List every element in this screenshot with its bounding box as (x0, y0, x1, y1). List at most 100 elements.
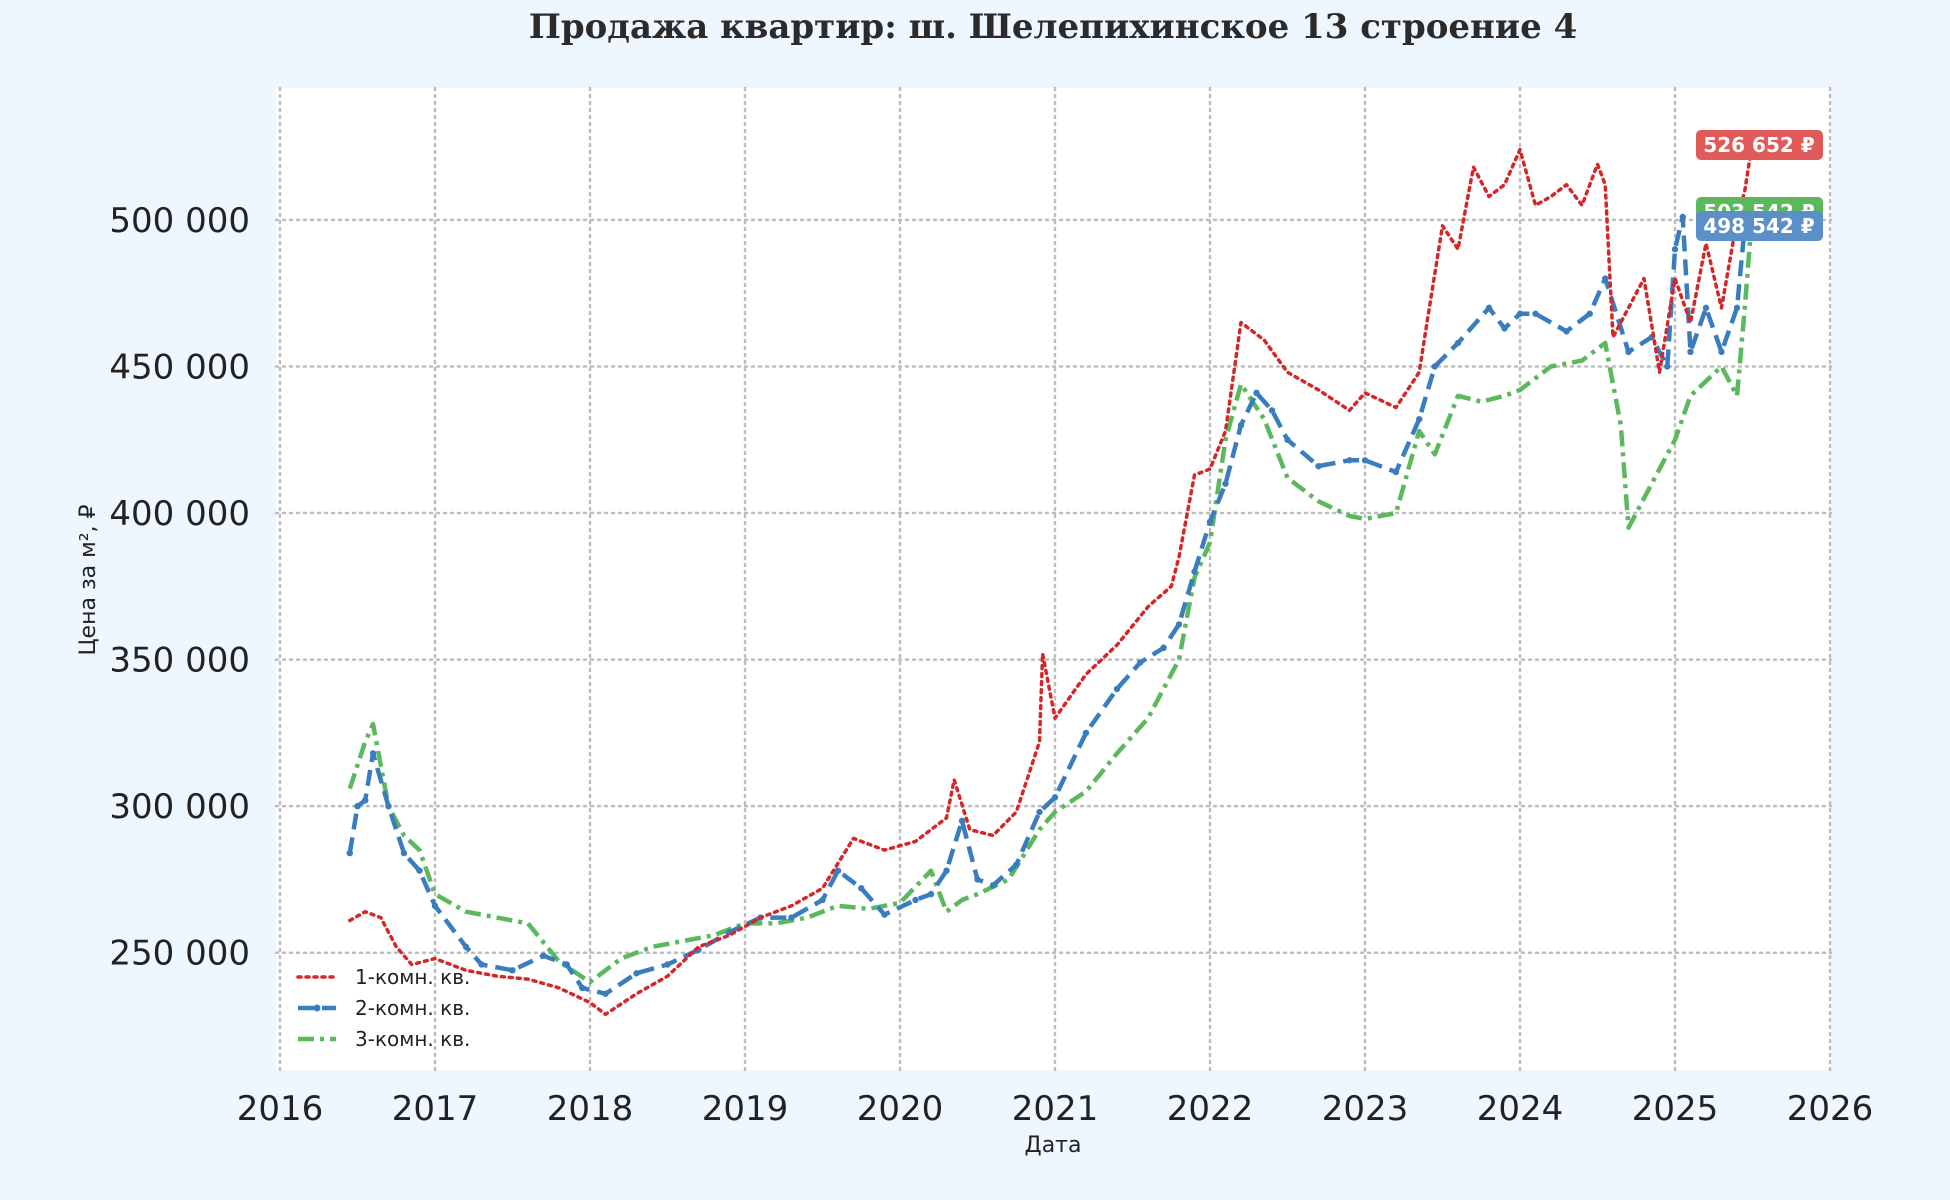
end-value-badge: 526 652 ₽ (1696, 130, 1823, 160)
series-point (1253, 389, 1260, 397)
series-point (563, 961, 570, 968)
x-tick-label: 2017 (392, 1089, 479, 1129)
series-point (462, 943, 470, 951)
series-point (478, 961, 485, 968)
y-tick-label: 350 000 (109, 641, 250, 681)
series-point (1718, 348, 1725, 356)
legend-item: 1-комн. кв. (296, 965, 470, 989)
series-point (1733, 304, 1741, 312)
series-point (1160, 644, 1167, 652)
series-point (1687, 348, 1694, 356)
series-point (1013, 861, 1020, 869)
legend-marker (313, 1004, 321, 1012)
series-point (1454, 339, 1462, 347)
series-point (1237, 421, 1245, 429)
x-tick-label: 2025 (1632, 1089, 1719, 1129)
series-point (416, 867, 423, 874)
series-point (509, 967, 516, 974)
series-point (1431, 363, 1438, 370)
x-tick-label: 2024 (1477, 1089, 1564, 1129)
legend-label: 2-комн. кв. (355, 996, 470, 1020)
series-point (1501, 325, 1508, 332)
series-point (1082, 729, 1090, 737)
legend-item: 3-комн. кв. (298, 1027, 470, 1051)
legend-label: 1-комн. кв. (355, 965, 470, 989)
y-tick-label: 500 000 (109, 201, 250, 241)
chart-title: Продажа квартир: ш. Шелепихинское 13 стр… (529, 7, 1578, 47)
legend-label: 3-комн. кв. (355, 1027, 470, 1051)
series-point (974, 876, 981, 883)
series-point (1392, 468, 1400, 476)
series-point (1268, 407, 1276, 414)
badge-label: 526 652 ₽ (1703, 133, 1814, 157)
series-point (1625, 348, 1632, 356)
series-point (400, 849, 408, 857)
series-point (1602, 275, 1609, 282)
grid (274, 86, 1833, 1072)
x-tick-label: 2022 (1167, 1089, 1254, 1129)
x-axis-label: Дата (1025, 1133, 1082, 1158)
y-tick-label: 250 000 (109, 934, 250, 974)
y-axis-ticks: 250 000 300 000 350 000 400 000 450 000 500 0… (109, 201, 250, 974)
x-tick-label: 2026 (1787, 1089, 1874, 1129)
series-point (1586, 310, 1593, 317)
series-point (1206, 518, 1214, 526)
series-point (834, 867, 842, 874)
series-point (788, 914, 795, 921)
series-point (540, 952, 547, 959)
series-point (1222, 480, 1229, 487)
series-line (348, 140, 1755, 1017)
series-point (1346, 457, 1353, 464)
series-point (1679, 213, 1686, 221)
series-point (881, 911, 888, 918)
series-point (1175, 621, 1183, 628)
badge-background (1696, 211, 1823, 241)
series-point (602, 990, 609, 997)
series-1-group (348, 140, 1755, 1017)
series-point (1702, 304, 1710, 312)
y-axis-label: Цена за м², ₽ (76, 504, 101, 655)
x-tick-label: 2021 (1012, 1089, 1099, 1129)
y-tick-label: 400 000 (109, 494, 250, 534)
series-point (1485, 304, 1493, 312)
series-point (431, 902, 439, 910)
series-point (1563, 328, 1570, 335)
x-tick-label: 2020 (857, 1089, 944, 1129)
end-value-badges: 526 652 ₽503 542 ₽498 542 ₽ (1696, 130, 1823, 241)
x-tick-label: 2016 (237, 1089, 324, 1129)
series-point (1516, 310, 1524, 317)
legend-item: 2-комн. кв. (298, 996, 470, 1020)
series-point (354, 802, 361, 810)
series-point (579, 984, 586, 992)
series-point (912, 896, 919, 904)
badge-background (1696, 130, 1823, 160)
series-point (1284, 436, 1291, 443)
legend: 1-комн. кв. 2-комн. кв. 3-комн. кв. (296, 965, 470, 1051)
plot-area (276, 88, 1831, 1070)
badge-label: 498 542 ₽ (1703, 214, 1814, 238)
series-point (369, 750, 377, 757)
x-tick-label: 2018 (547, 1089, 634, 1129)
series-point (1664, 363, 1671, 370)
series-point (1361, 457, 1369, 464)
series-point (1051, 794, 1059, 801)
series-point (633, 970, 640, 977)
series-point (858, 885, 865, 892)
series-point (927, 890, 935, 898)
y-tick-label: 300 000 (109, 787, 250, 827)
x-tick-label: 2023 (1322, 1089, 1409, 1129)
series-point (1671, 246, 1679, 253)
end-value-badge: 498 542 ₽ (1696, 211, 1823, 241)
series-point (958, 817, 966, 825)
series-point (346, 849, 353, 857)
series-point (1191, 568, 1198, 575)
series-point (1315, 462, 1322, 470)
series-point (943, 867, 950, 874)
series-point (1416, 416, 1423, 423)
series-point (1137, 659, 1144, 666)
series-point (1532, 310, 1539, 317)
series-point (385, 802, 392, 810)
series-point (1113, 685, 1121, 693)
series-line (347, 214, 1753, 997)
